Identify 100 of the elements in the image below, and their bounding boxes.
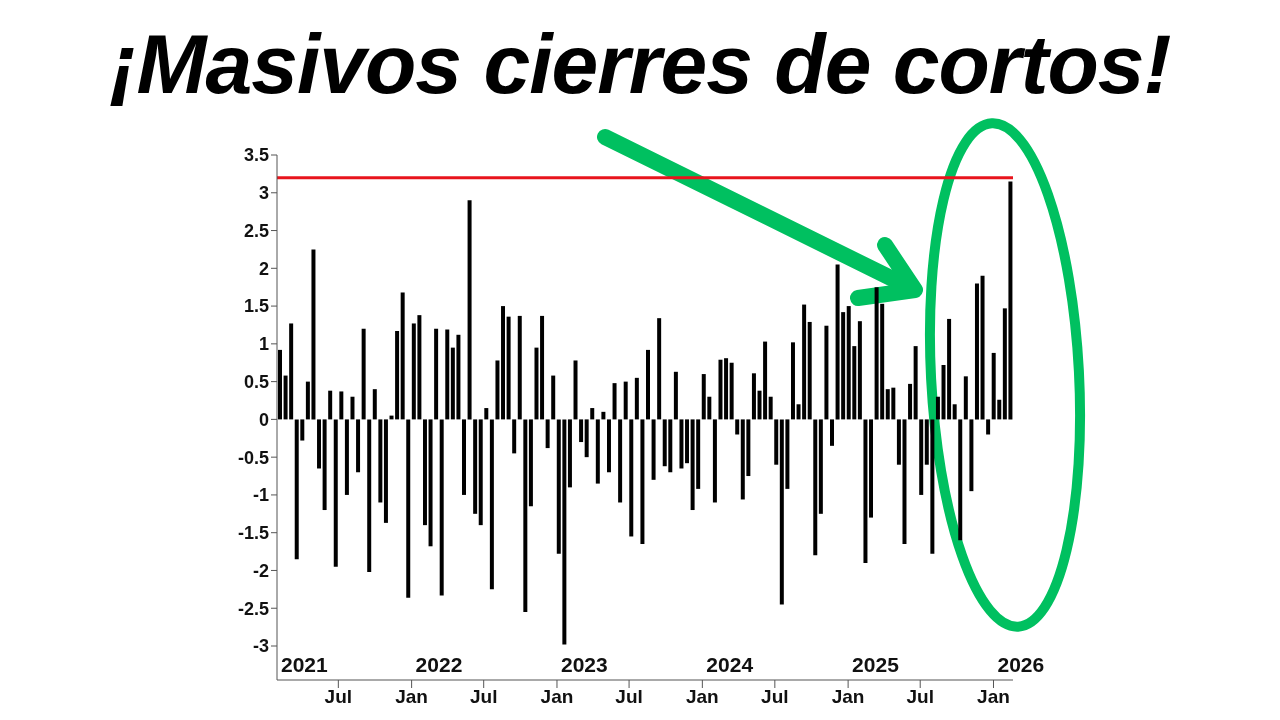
bar [919, 419, 924, 495]
bar [813, 419, 818, 556]
y-tick-label: -0.5 [237, 447, 269, 468]
bar [372, 389, 377, 420]
bar [333, 419, 338, 567]
bar [768, 396, 773, 420]
y-tick-label: 2.5 [243, 220, 269, 241]
bar [445, 329, 450, 420]
x-tick-label: Jan [977, 686, 1010, 708]
y-tick-label: -2.5 [237, 598, 269, 619]
bar [657, 318, 662, 420]
bar [623, 381, 628, 420]
y-tick-label: 0 [258, 409, 269, 430]
bar [830, 419, 834, 446]
bar [718, 359, 723, 420]
bar [958, 419, 963, 541]
bar [328, 390, 333, 420]
bar [908, 383, 913, 420]
y-tick-label: 1 [258, 334, 269, 355]
bar [869, 419, 874, 518]
bar [640, 419, 645, 545]
bar [969, 419, 974, 492]
bar [489, 419, 494, 590]
bar [534, 347, 539, 420]
bar [361, 328, 366, 420]
bar [673, 371, 678, 420]
bar [434, 328, 439, 420]
bar [824, 325, 829, 420]
bar [818, 419, 823, 514]
bar [383, 419, 388, 523]
x-tick-label: Jul [761, 686, 789, 708]
bar [863, 419, 868, 563]
bar [974, 283, 979, 420]
bar [646, 349, 650, 420]
bar [567, 419, 572, 488]
bar [339, 391, 344, 420]
bar [685, 419, 690, 464]
bar [790, 342, 795, 420]
x-tick-label: Jul [615, 686, 643, 708]
bar [422, 419, 427, 526]
bar [462, 419, 466, 495]
bar [579, 419, 584, 443]
bar [595, 419, 600, 484]
y-tick-label: 1.5 [243, 296, 269, 317]
y-tick-label: 3.5 [243, 145, 269, 166]
bar [506, 316, 511, 420]
bar [606, 419, 611, 473]
y-tick-label: -2 [252, 560, 269, 581]
bar [963, 376, 968, 420]
x-tick-label: Jan [540, 686, 574, 708]
annotation: 2023 [560, 653, 608, 676]
bar [551, 375, 556, 420]
bar [729, 362, 734, 420]
bar [774, 419, 779, 465]
y-tick-label: 3 [258, 183, 269, 204]
bar [523, 419, 528, 613]
y-tick-label: 2 [258, 258, 269, 279]
bar [807, 321, 812, 420]
x-tick-label: Jul [469, 686, 498, 708]
annotation: 2026 [997, 653, 1045, 676]
bar [484, 408, 489, 420]
bar [618, 419, 623, 503]
chart-title: ¡Masivos cierres de cortos! [108, 16, 1172, 113]
bar [612, 383, 617, 420]
annotation: 2024 [706, 653, 754, 676]
bar [573, 360, 578, 420]
bar [601, 411, 606, 420]
y-tick-label: -3 [252, 636, 269, 657]
x-tick-label: Jul [906, 686, 934, 708]
bar [439, 419, 444, 596]
bar [517, 315, 522, 420]
x-tick-label: Jan [395, 686, 428, 708]
bar [751, 373, 756, 420]
bar [629, 419, 634, 537]
bar [467, 200, 472, 420]
bar [634, 377, 639, 420]
x-tick-label: Jul [324, 686, 353, 708]
bar [528, 419, 533, 507]
bar [473, 419, 478, 514]
bar [512, 419, 517, 454]
bar [356, 419, 361, 473]
bar [980, 275, 985, 420]
x-tick-label: Jan [685, 686, 719, 708]
annotation: 2022 [415, 653, 463, 676]
bar [724, 358, 729, 420]
bar [545, 419, 550, 449]
bar [735, 419, 740, 435]
bar [278, 349, 282, 420]
bar [501, 306, 506, 420]
bar [590, 408, 595, 420]
bar [344, 419, 349, 495]
annotation: 2025 [852, 653, 900, 676]
bar [478, 419, 483, 526]
annotation: 2021 [281, 653, 329, 676]
bar [679, 419, 684, 469]
bar [322, 419, 327, 511]
bar [378, 419, 383, 503]
bar [952, 404, 957, 420]
bar [935, 396, 940, 420]
bar [913, 346, 918, 420]
